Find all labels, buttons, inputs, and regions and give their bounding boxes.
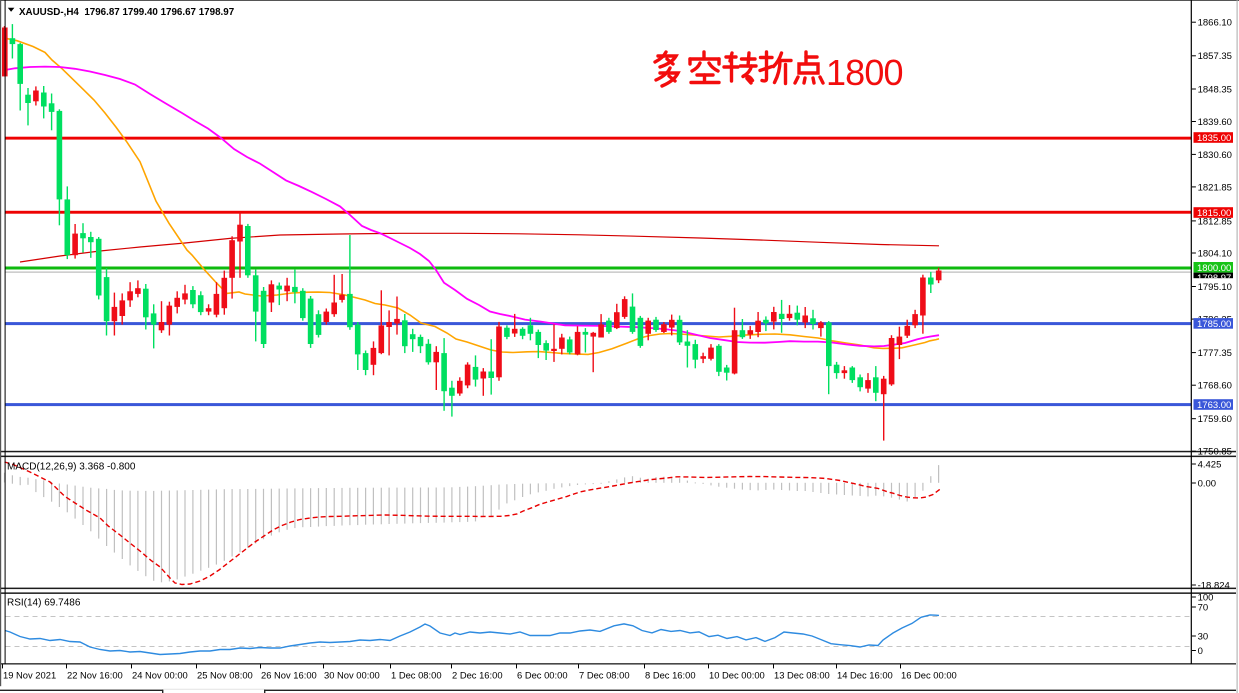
svg-text:30 Nov 00:00: 30 Nov 00:00	[324, 670, 380, 681]
svg-text:1798.97: 1798.97	[1197, 273, 1231, 284]
svg-text:30: 30	[1198, 631, 1209, 642]
svg-text:100: 100	[1198, 592, 1214, 603]
svg-text:1759.60: 1759.60	[1198, 414, 1232, 425]
svg-text:1768.60: 1768.60	[1198, 381, 1232, 392]
svg-text:22 Nov 16:00: 22 Nov 16:00	[67, 670, 123, 681]
svg-text:14 Dec 16:00: 14 Dec 16:00	[837, 670, 893, 681]
svg-text:0.00: 0.00	[1198, 478, 1217, 489]
svg-text:1777.35: 1777.35	[1198, 348, 1232, 359]
svg-text:8 Dec 16:00: 8 Dec 16:00	[645, 670, 696, 681]
svg-text:RSI(14) 69.7486: RSI(14) 69.7486	[7, 598, 81, 609]
svg-text:1 Dec 08:00: 1 Dec 08:00	[391, 670, 442, 681]
svg-text:1763.00: 1763.00	[1197, 400, 1231, 411]
svg-text:6 Dec 00:00: 6 Dec 00:00	[517, 670, 568, 681]
svg-text:19 Nov 2021: 19 Nov 2021	[3, 670, 56, 681]
svg-text:1839.60: 1839.60	[1198, 117, 1232, 128]
svg-text:70: 70	[1198, 602, 1209, 613]
svg-text:26 Nov 16:00: 26 Nov 16:00	[261, 670, 317, 681]
svg-text:10 Dec 00:00: 10 Dec 00:00	[709, 670, 765, 681]
svg-text:XAUUSD-,H4 1796.87 1799.40 17: XAUUSD-,H4 1796.87 1799.40 1796.67 1798.…	[19, 7, 235, 18]
svg-text:2 Dec 16:00: 2 Dec 16:00	[452, 670, 503, 681]
svg-text:1857.35: 1857.35	[1198, 51, 1232, 62]
svg-text:13 Dec 08:00: 13 Dec 08:00	[774, 670, 830, 681]
svg-text:1821.85: 1821.85	[1198, 182, 1232, 193]
svg-text:1804.10: 1804.10	[1198, 248, 1232, 259]
svg-text:25 Nov 08:00: 25 Nov 08:00	[197, 670, 253, 681]
svg-text:1830.60: 1830.60	[1198, 150, 1232, 161]
svg-text:1785.00: 1785.00	[1197, 319, 1231, 330]
svg-text:1866.10: 1866.10	[1198, 18, 1232, 29]
svg-text:1800.00: 1800.00	[1197, 263, 1231, 274]
svg-text:1812.85: 1812.85	[1198, 216, 1232, 227]
svg-text:16 Dec 00:00: 16 Dec 00:00	[901, 670, 957, 681]
svg-text:1750.85: 1750.85	[1198, 447, 1232, 458]
svg-text:1795.10: 1795.10	[1198, 282, 1232, 293]
svg-text:MACD(12,26,9) 3.368 -0.800: MACD(12,26,9) 3.368 -0.800	[7, 462, 136, 473]
svg-text:1815.00: 1815.00	[1197, 208, 1231, 219]
svg-text:1848.35: 1848.35	[1198, 84, 1232, 95]
svg-text:24 Nov 00:00: 24 Nov 00:00	[132, 670, 188, 681]
svg-text:7 Dec 08:00: 7 Dec 08:00	[579, 670, 630, 681]
svg-text:0: 0	[1198, 646, 1203, 657]
svg-text:1800: 1800	[826, 52, 902, 93]
svg-text:4.425: 4.425	[1198, 459, 1222, 470]
svg-text:-18.824: -18.824	[1198, 580, 1230, 591]
svg-text:1835.00: 1835.00	[1197, 133, 1231, 144]
